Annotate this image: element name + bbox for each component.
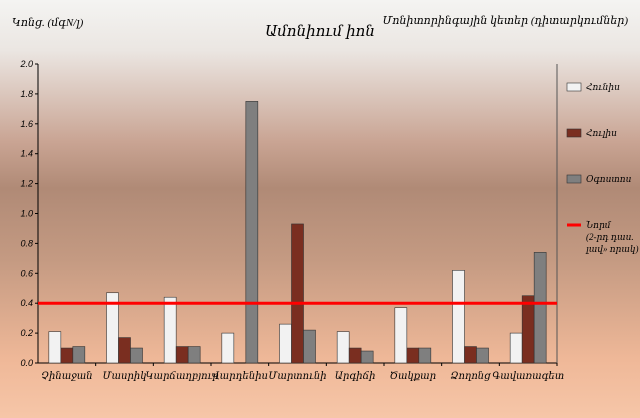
bar-1-4 bbox=[221, 332, 235, 364]
x-category-label: Արգիճի bbox=[335, 371, 376, 382]
bar-3-3 bbox=[187, 346, 201, 364]
legend-label-3: Օգոստոս bbox=[586, 174, 632, 184]
y-tick-label: 0.4 bbox=[20, 298, 33, 308]
chart-title: Ամոնիում իոն bbox=[265, 24, 375, 40]
y-tick-label: 0.0 bbox=[20, 358, 33, 368]
legend-swatch-1 bbox=[566, 82, 582, 92]
legend-swatch-3 bbox=[566, 174, 582, 184]
bar-1-1 bbox=[48, 331, 62, 364]
bar-2-2 bbox=[118, 337, 131, 364]
y-tick-label: 2.0 bbox=[19, 59, 33, 69]
bar-1-8 bbox=[452, 270, 465, 364]
bar-3-1 bbox=[72, 346, 86, 364]
y-axis-unit-label: Կոնց. (մգN/լ) bbox=[12, 17, 84, 29]
bar-3-7 bbox=[418, 347, 432, 364]
bar-1-2 bbox=[106, 292, 119, 364]
legend-label-norm-line: լավ» որակ) bbox=[585, 244, 639, 254]
y-tick-label: 1.6 bbox=[20, 119, 33, 129]
bar-3-8 bbox=[476, 347, 489, 364]
bar-2-6 bbox=[348, 347, 362, 364]
y-tick-label: 1.8 bbox=[20, 89, 33, 99]
x-category-label: Վարդենիս bbox=[212, 371, 268, 382]
legend-swatch-2 bbox=[566, 128, 582, 138]
y-tick-label: 0.6 bbox=[20, 268, 33, 278]
x-category-label: Կարճաղբյուր bbox=[145, 371, 218, 382]
bar-1-9 bbox=[509, 332, 523, 364]
bar-3-4 bbox=[245, 101, 259, 364]
bar-3-9 bbox=[533, 252, 547, 364]
bar-3-2 bbox=[130, 347, 143, 364]
bar-1-7 bbox=[394, 307, 408, 364]
bar-2-1 bbox=[60, 347, 74, 364]
bar-1-5 bbox=[279, 323, 292, 364]
bar-3-6 bbox=[360, 350, 374, 364]
x-category-label: Չինաջան bbox=[41, 371, 93, 382]
x-category-label: Ծակքար bbox=[390, 371, 437, 382]
y-tick-label: 1.0 bbox=[20, 209, 33, 219]
bar-2-9 bbox=[521, 295, 535, 364]
x-category-label: Մասրիկ bbox=[103, 371, 147, 382]
bar-3-5 bbox=[303, 329, 316, 364]
y-tick-label: 1.4 bbox=[20, 149, 33, 159]
y-tick-label: 0.8 bbox=[20, 238, 33, 248]
bar-1-3 bbox=[163, 296, 177, 364]
legend-label-norm-line: (2-րդ դաս. bbox=[586, 232, 634, 242]
bar-2-5 bbox=[291, 223, 304, 364]
bar-1-6 bbox=[336, 331, 350, 364]
bar-2-8 bbox=[464, 346, 477, 364]
legend-label-1: Հունիս bbox=[586, 82, 620, 92]
y-tick-label: 0.2 bbox=[20, 328, 33, 338]
legend-label-2: Հուլիս bbox=[586, 128, 617, 138]
x-category-label: Մարտունի bbox=[268, 371, 326, 382]
legend-heading: Մոնիտորինգային կետեր (դիտարկումներ) bbox=[382, 15, 628, 27]
bar-2-3 bbox=[175, 346, 189, 364]
y-tick-label: 1.2 bbox=[20, 179, 33, 189]
x-category-label: Ձողոնց bbox=[450, 371, 491, 382]
x-category-label: Գավառագետ bbox=[492, 371, 564, 382]
bar-2-7 bbox=[406, 347, 420, 364]
legend-label-norm-line: Նորմ bbox=[586, 220, 612, 230]
